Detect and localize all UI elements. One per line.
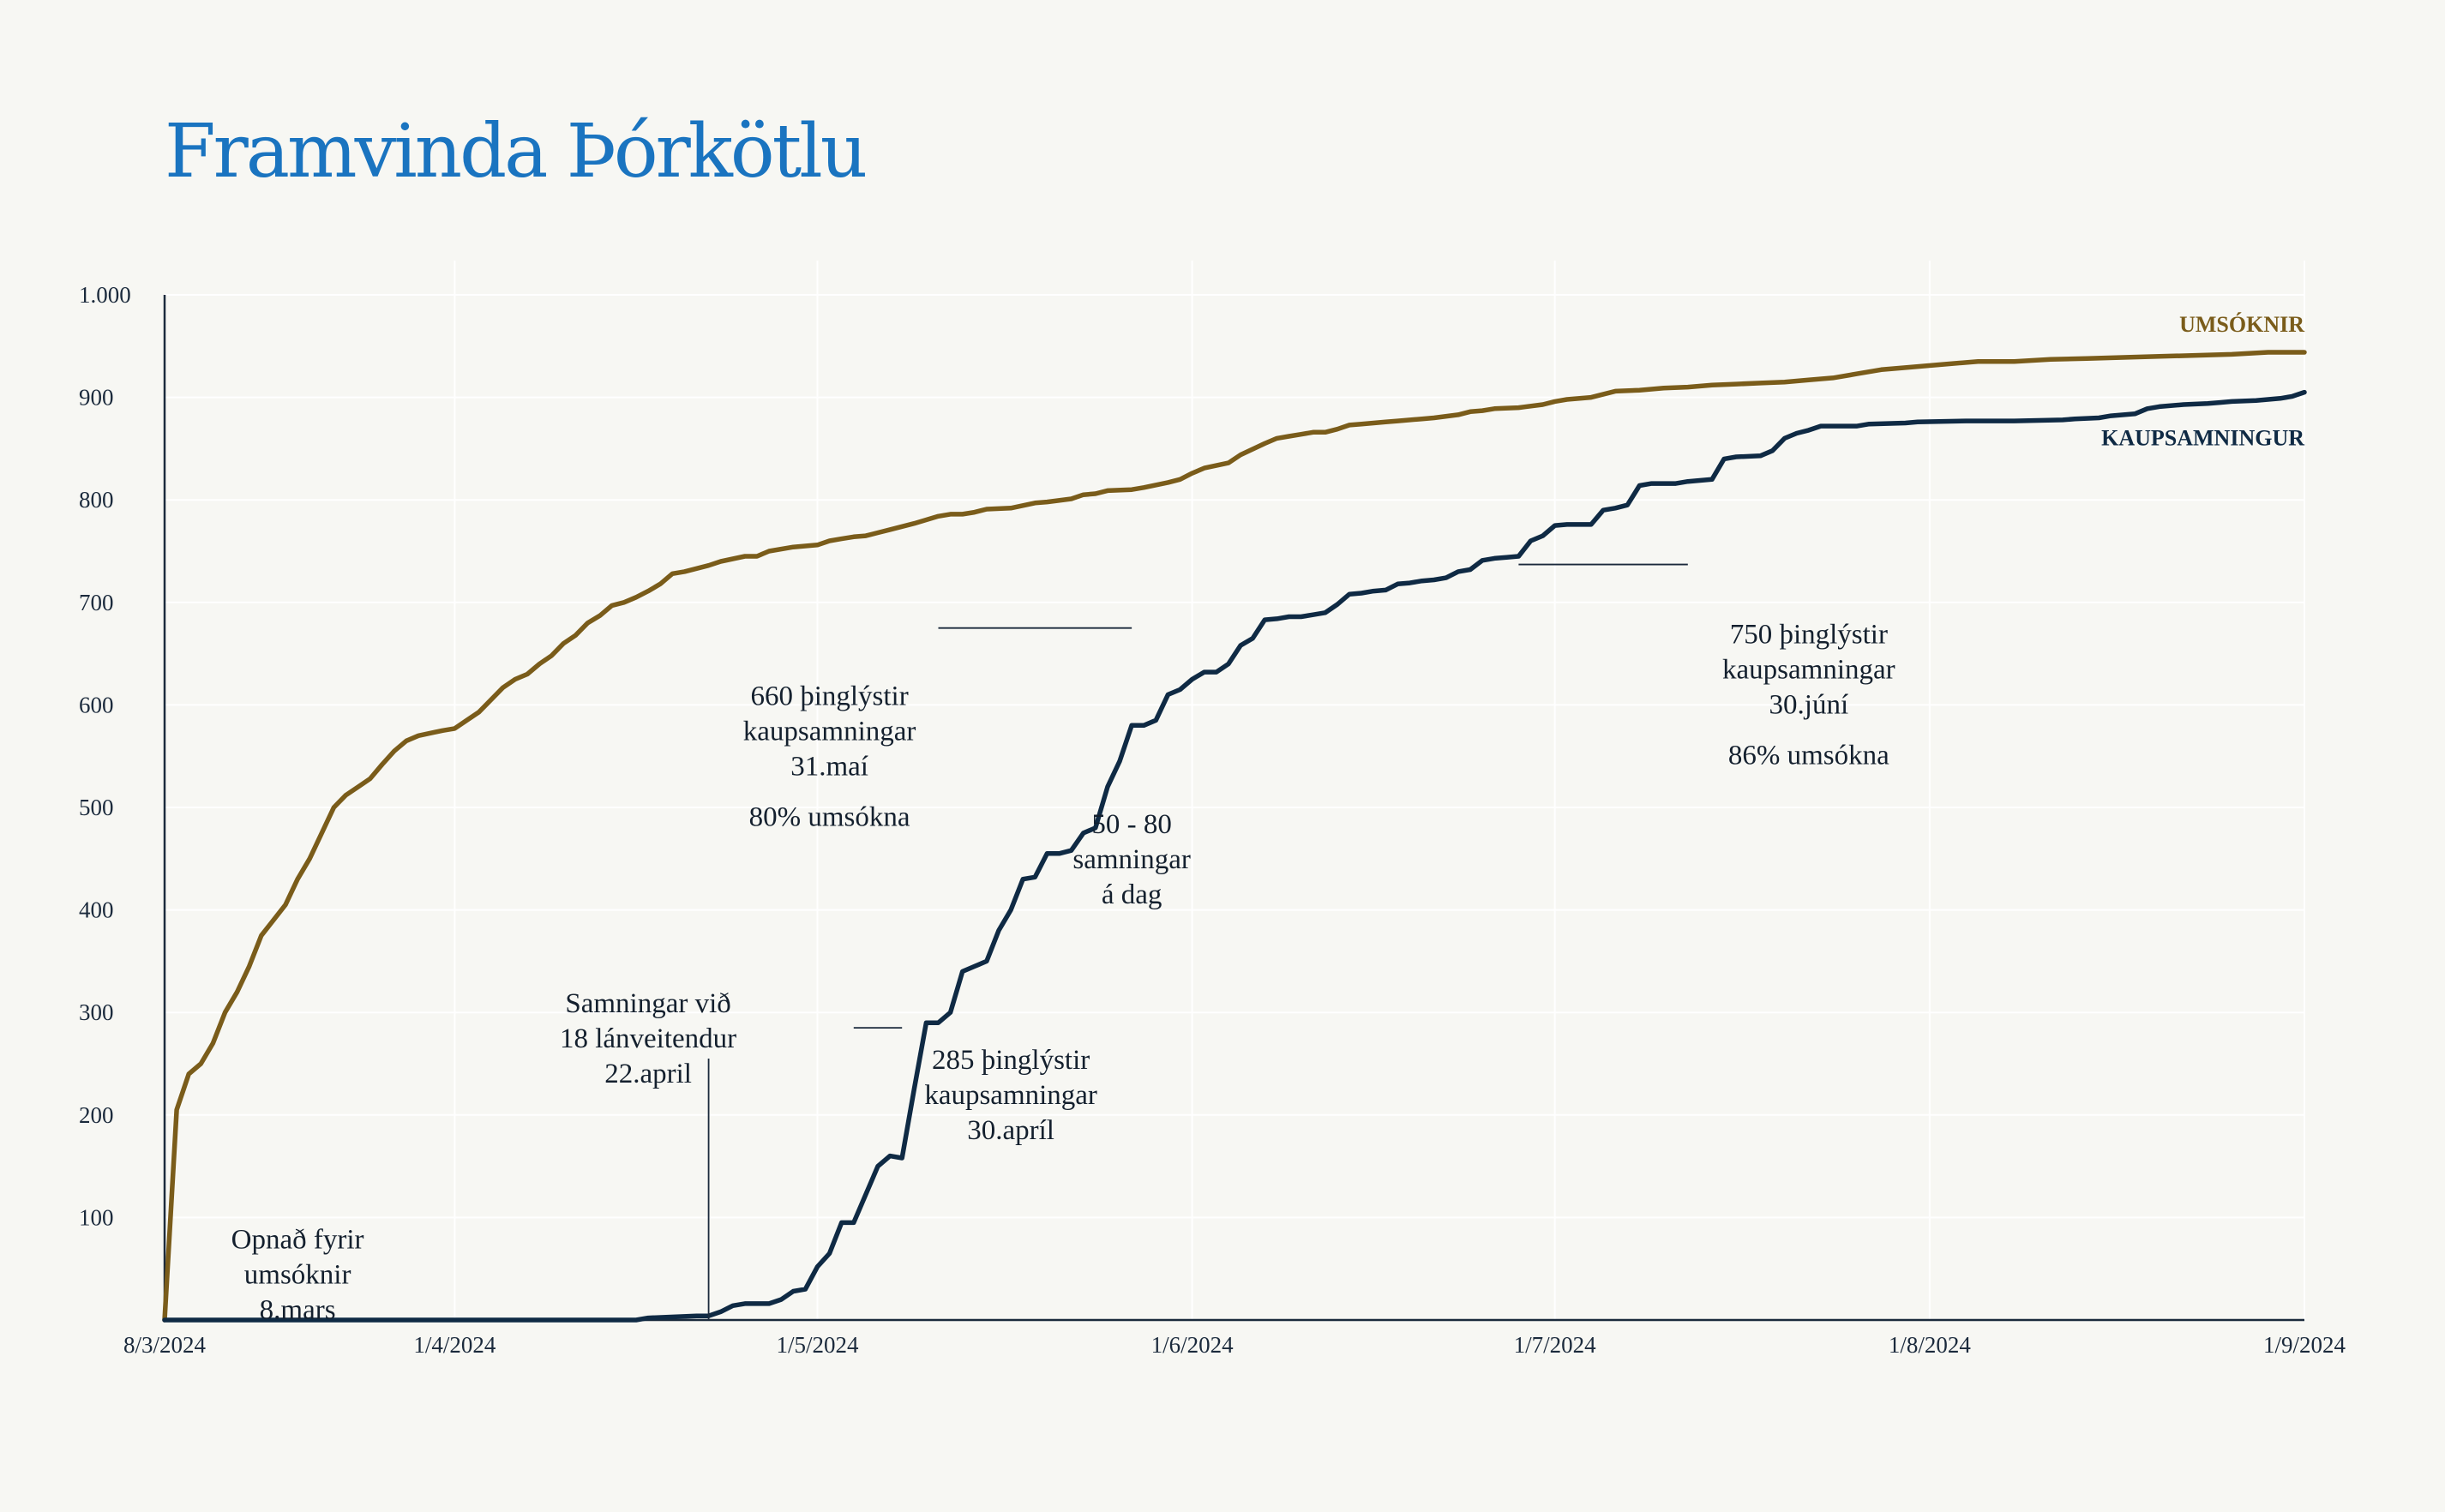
y-tick-label: 700 [79, 590, 114, 615]
legend-label-contracts: KAUPSAMNINGUR [2101, 426, 2304, 451]
annotation-text: á dag [1102, 879, 1162, 910]
y-tick-label: 800 [79, 487, 114, 513]
y-tick-label: 200 [79, 1102, 114, 1128]
x-tick-label: 1/8/2024 [1889, 1332, 1972, 1358]
annotation-text: umsóknir [244, 1259, 351, 1290]
series-line-contracts [162, 389, 2307, 1323]
annotations: Opnað fyrir umsóknir 8.mars Samningar við 18… [231, 563, 1895, 1325]
annotation-percent: 80% umsókna [749, 801, 910, 832]
annotation-text: 660 þinglýstir [750, 681, 908, 711]
x-tick-label: 1/5/2024 [776, 1332, 859, 1358]
annotation-text: kaupsamningar [1722, 655, 1895, 686]
annotation-rate: 50 - 80 samningar á dag [1072, 809, 1190, 910]
annotation-text: 285 þinglýstir [932, 1045, 1090, 1076]
annotation-text: kaupsamningar [924, 1080, 1097, 1111]
y-tick-label: 300 [79, 999, 114, 1025]
y-tick-label: 600 [79, 692, 114, 717]
annotation-text: 30.júní [1769, 690, 1849, 721]
x-tick-label: 1/7/2024 [1514, 1332, 1597, 1358]
annotation-text: 8.mars [260, 1294, 336, 1325]
annotation-opened: Opnað fyrir umsóknir 8.mars [231, 1224, 364, 1325]
y-tick-label: 900 [79, 385, 114, 411]
annotation-apr30: 285 þinglýstir kaupsamningar 30.apríl [853, 1027, 1097, 1146]
y-tick-label: 1.000 [79, 282, 131, 308]
annotation-text: 22.april [604, 1059, 692, 1089]
annotation-text: 750 þinglýstir [1730, 620, 1888, 651]
y-tick-label: 100 [79, 1204, 114, 1230]
annotation-text: Samningar við [565, 988, 730, 1019]
annotation-agreements: Samningar við 18 lánveitendur 22.april [560, 988, 736, 1320]
series-line-applications [162, 350, 2307, 1323]
x-tick-label: 1/9/2024 [2263, 1332, 2346, 1358]
gridlines [165, 261, 2305, 1320]
annotation-text: 30.apríl [967, 1115, 1054, 1146]
annotation-text: samningar [1072, 844, 1190, 875]
annotation-text: 31.maí [790, 751, 868, 782]
annotation-jun30: 750 þinglýstir kaupsamningar 30.júní 86% um… [1518, 563, 1895, 771]
annotation-text: 50 - 80 [1091, 809, 1172, 840]
annotation-percent: 86% umsókna [1728, 741, 1889, 771]
chart-title: Framvinda Þórkötlu [165, 109, 866, 195]
x-tick-label: 8/3/2024 [123, 1332, 207, 1358]
annotation-text: kaupsamningar [743, 716, 916, 747]
annotation-may31: 660 þinglýstir kaupsamningar 31.maí 80% ums… [743, 627, 1132, 832]
annotation-text: Opnað fyrir [231, 1224, 364, 1255]
x-tick-label: 1/6/2024 [1151, 1332, 1235, 1358]
series-lines [162, 350, 2307, 1323]
legend-label-applications: UMSÓKNIR [2179, 312, 2304, 337]
y-tick-label: 400 [79, 897, 114, 923]
x-tick-label: 1/4/2024 [413, 1332, 496, 1358]
annotation-text: 18 lánveitendur [560, 1023, 736, 1054]
y-tick-label: 500 [79, 795, 114, 820]
legend: UMSÓKNIR KAUPSAMNINGUR [2101, 312, 2304, 451]
